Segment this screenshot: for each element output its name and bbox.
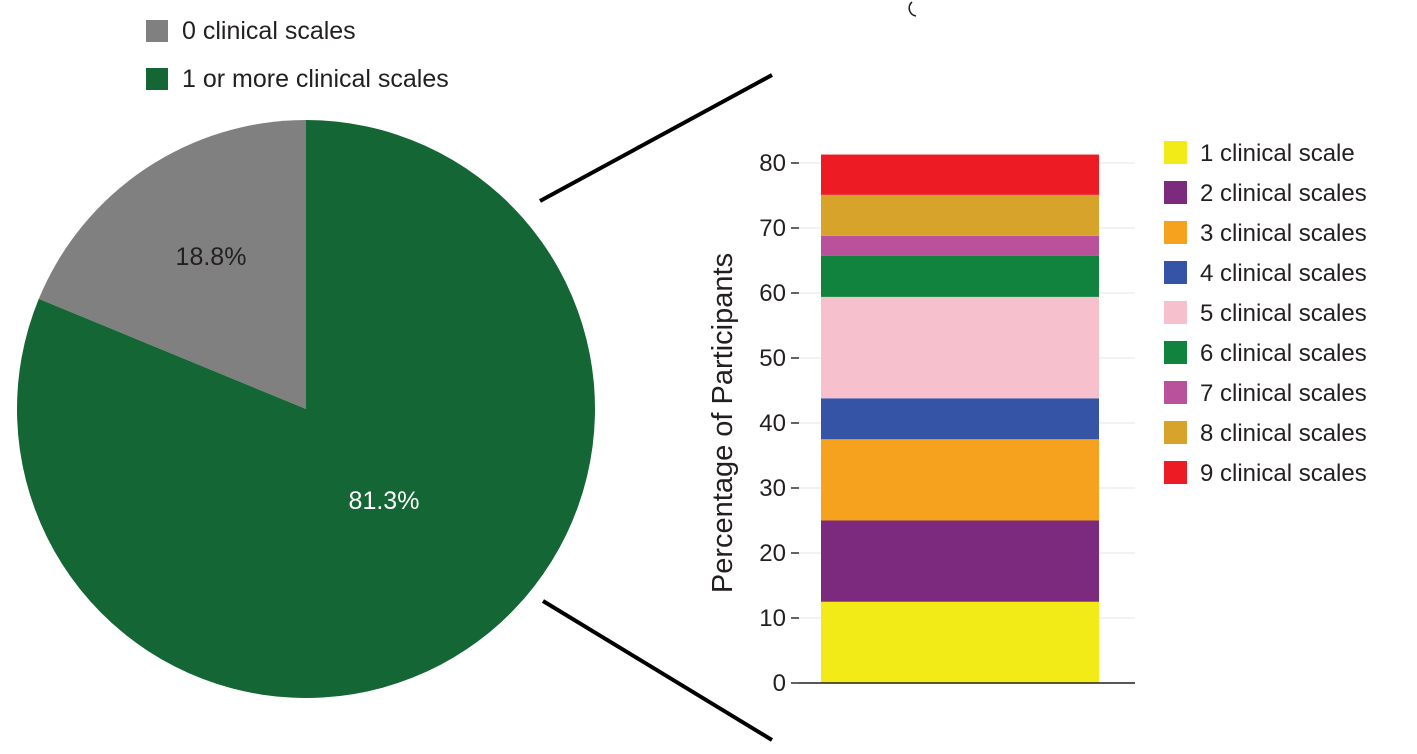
legend-swatch [1164,421,1187,444]
bar-segment [821,601,1099,683]
bar-segment [821,296,1099,399]
legend-swatch [1164,301,1187,324]
legend-swatch [1164,381,1187,404]
pie-legend: 0 clinical scales 1 or more clinical scal… [146,17,449,93]
legend-swatch [1164,261,1187,284]
connector-line [539,73,773,203]
pie-slice-label: 81.3% [349,487,420,515]
bar-segment [821,194,1099,236]
y-axis-label: Percentage of Participants [707,253,739,593]
legend-label: 6 clinical scales [1200,340,1367,367]
bar-segment [821,439,1099,521]
pie-slice-label: 18.8% [176,243,247,271]
y-tick-label: 80 [759,150,786,177]
cropped-glyph [908,1,917,17]
bar-segment [821,154,1099,195]
legend-label: 9 clinical scales [1200,460,1367,487]
bar-segment [821,235,1099,256]
pie-slice [16,120,595,698]
legend-swatch [1164,461,1187,484]
y-tick-label: 60 [759,280,786,307]
legend-swatch [146,68,168,90]
bar-segment [821,255,1099,297]
bar-segment [821,520,1099,602]
legend-label: 5 clinical scales [1200,300,1367,327]
connector-lines [539,1,917,742]
legend-swatch [1164,181,1187,204]
y-tick-label: 10 [759,605,786,632]
legend-label: 2 clinical scales [1200,180,1367,207]
legend-swatch [146,20,168,42]
legend-label: 4 clinical scales [1200,260,1367,287]
pie-slice [38,120,307,409]
y-tick-label: 70 [759,215,786,242]
legend-label: 1 or more clinical scales [182,65,449,93]
y-tick-label: 50 [759,345,786,372]
bar-legend: 1 clinical scale 2 clinical scales 3 clini… [1164,140,1367,487]
legend-label: 7 clinical scales [1200,380,1367,407]
legend-swatch [1164,141,1187,164]
pie-chart: 18.8% 81.3% [16,120,595,698]
y-tick-label: 0 [773,670,786,697]
legend-swatch [1164,221,1187,244]
connector-line [541,599,774,742]
y-tick-label: 20 [759,540,786,567]
legend-label: 1 clinical scale [1200,140,1355,167]
legend-label: 3 clinical scales [1200,220,1367,247]
stacked-bar-chart: 0 10 20 30 40 50 60 70 80 Percentage of Participa… [707,150,1135,697]
y-tick-label: 40 [759,410,786,437]
legend-label: 0 clinical scales [182,17,356,45]
legend-swatch [1164,341,1187,364]
y-tick-label: 30 [759,475,786,502]
legend-label: 8 clinical scales [1200,420,1367,447]
bar-segment [821,398,1099,440]
